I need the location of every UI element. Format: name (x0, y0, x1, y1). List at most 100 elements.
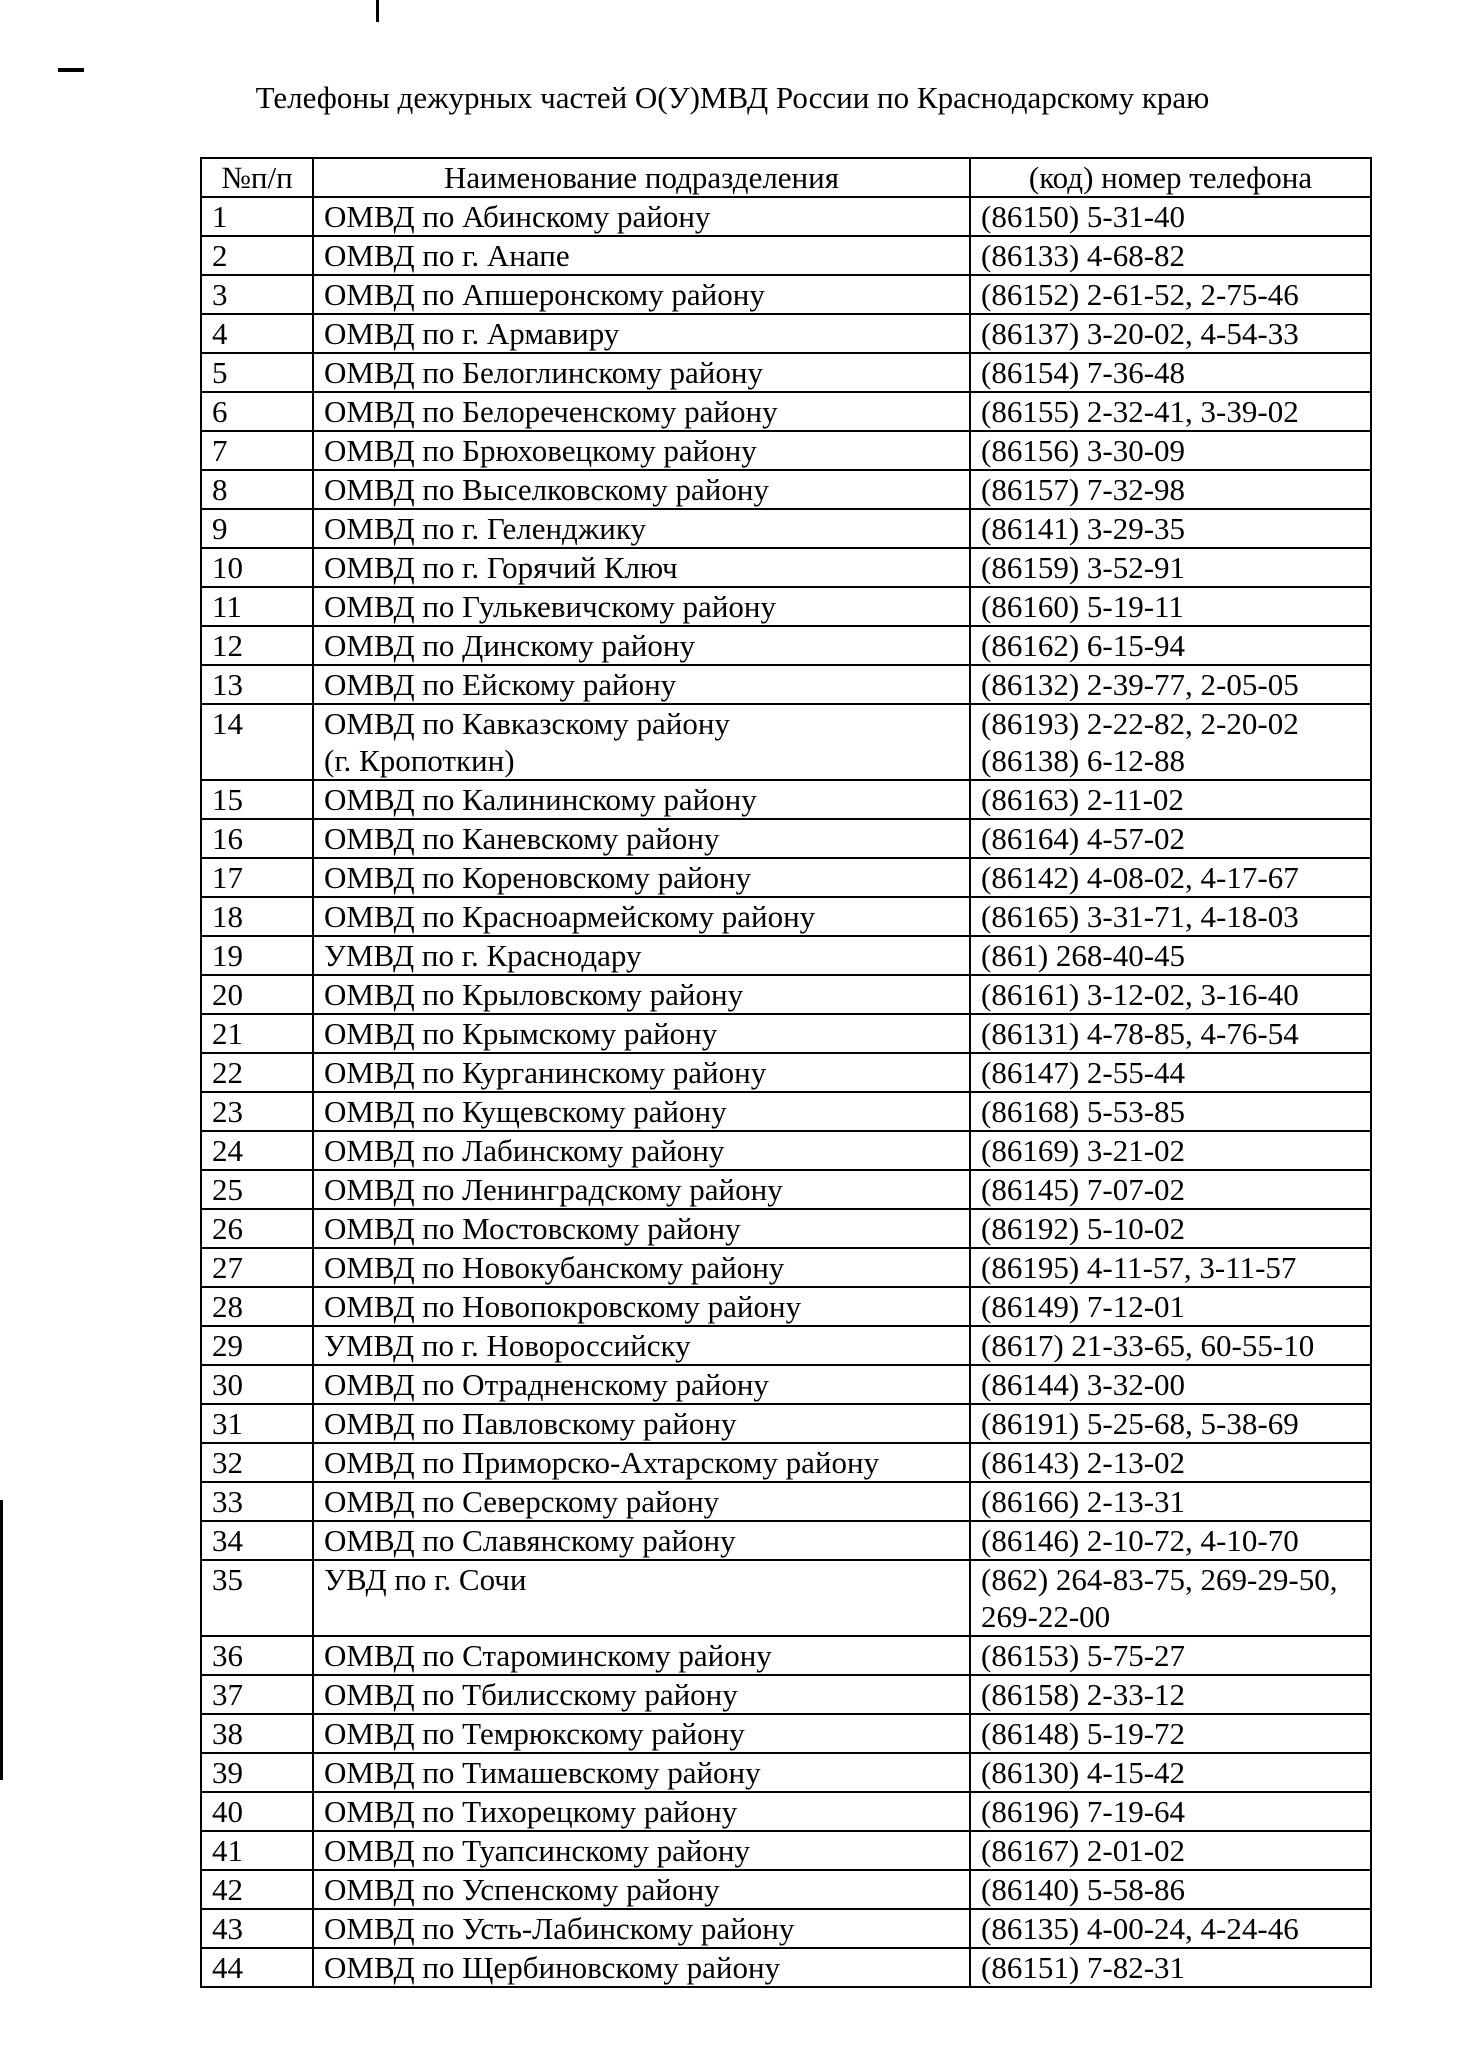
phone-number: (86168) 5-53-85 (969, 1091, 1372, 1132)
phone-number: (86166) 2-13-31 (969, 1481, 1372, 1522)
unit-name: ОМВД по Ейскому району (312, 664, 971, 705)
phone-number-line: 269-22-00 (981, 1599, 1111, 1634)
phone-number: (86160) 5-19-11 (969, 586, 1372, 627)
row-number-line: 17 (212, 860, 243, 895)
row-number-line: 19 (212, 938, 243, 973)
row-number: 19 (200, 935, 314, 976)
phone-number-line: (862) 264-83-75, 269-29-50, (981, 1562, 1338, 1597)
unit-name-line: ОМВД по Динскому району (324, 628, 695, 663)
unit-name-line: ОМВД по Ленинградскому району (324, 1172, 783, 1207)
row-number-line: 18 (212, 899, 243, 934)
unit-name-line: ОМВД по Белореченскому району (324, 394, 778, 429)
unit-name: ОМВД по Крыловскому району (312, 974, 971, 1015)
row-number: 10 (200, 547, 314, 588)
unit-name: ОМВД по Апшеронскому району (312, 274, 971, 315)
table-row: 26 ОМВД по Мостовскому району (86192) 5-10… (200, 1208, 1372, 1249)
unit-name: ОМВД по Усть-Лабинскому району (312, 1908, 971, 1949)
row-number: 3 (200, 274, 314, 315)
row-number-line: 34 (212, 1523, 243, 1558)
row-number-line: 39 (212, 1755, 243, 1790)
table-row: 41 ОМВД по Туапсинскому району (86167) 2-0… (200, 1830, 1372, 1871)
table-body: 1 ОМВД по Абинскому району (86150) 5-31-40… (200, 196, 1372, 1988)
table-row: 7 ОМВД по Брюховецкому району (86156) 3-30… (200, 430, 1372, 471)
unit-name: ОМВД по Новокубанскому району (312, 1247, 971, 1288)
unit-name-line: ОМВД по Выселковскому району (324, 472, 769, 507)
unit-name-line: ОМВД по Абинскому району (324, 199, 711, 234)
phone-number: (86169) 3-21-02 (969, 1130, 1372, 1171)
phone-number-line: (86164) 4-57-02 (981, 821, 1186, 856)
row-number: 33 (200, 1481, 314, 1522)
unit-name: ОМВД по Выселковскому району (312, 469, 971, 510)
table-row: 22 ОМВД по Курганинскому району (86147) 2-… (200, 1052, 1372, 1093)
unit-name: ОМВД по Щербиновскому району (312, 1947, 971, 1988)
row-number-line: 6 (212, 394, 228, 429)
row-number-line: 40 (212, 1794, 243, 1829)
phone-number-line: (86153) 5-75-27 (981, 1638, 1186, 1673)
table-row: 31 ОМВД по Павловскому району (86191) 5-25… (200, 1403, 1372, 1444)
phone-number: (86147) 2-55-44 (969, 1052, 1372, 1093)
phone-number-line: (86150) 5-31-40 (981, 199, 1186, 234)
unit-name: ОМВД по Кущевскому району (312, 1091, 971, 1132)
unit-name: ОМВД по Мостовскому району (312, 1208, 971, 1249)
phone-number-line: (86192) 5-10-02 (981, 1211, 1186, 1246)
unit-name-line: ОМВД по г. Геленджику (324, 511, 646, 546)
phone-number: (86142) 4-08-02, 4-17-67 (969, 857, 1372, 898)
unit-name-line: ОМВД по Новокубанскому району (324, 1250, 785, 1285)
phone-number-line: (8617) 21-33-65, 60-55-10 (981, 1328, 1315, 1363)
table-row: 12 ОМВД по Динскому району (86162) 6-15-94 (200, 625, 1372, 666)
row-number: 32 (200, 1442, 314, 1483)
row-number: 29 (200, 1325, 314, 1366)
phone-number: (86161) 3-12-02, 3-16-40 (969, 974, 1372, 1015)
table-row: 3 ОМВД по Апшеронскому району (86152) 2-61… (200, 274, 1372, 315)
phone-number: (86164) 4-57-02 (969, 818, 1372, 859)
table-row: 43 ОМВД по Усть-Лабинскому району (86135) … (200, 1908, 1372, 1949)
unit-name: ОМВД по г. Анапе (312, 235, 971, 276)
phone-number: (86151) 7-82-31 (969, 1947, 1372, 1988)
table-row: 1 ОМВД по Абинскому району (86150) 5-31-40 (200, 196, 1372, 237)
table-row: 24 ОМВД по Лабинскому району (86169) 3-21-… (200, 1130, 1372, 1171)
phone-number: (86135) 4-00-24, 4-24-46 (969, 1908, 1372, 1949)
table-row: 16 ОМВД по Каневскому району (86164) 4-57-… (200, 818, 1372, 859)
table-row: 10 ОМВД по г. Горячий Ключ (86159) 3-52-91 (200, 547, 1372, 588)
row-number-line: 3 (212, 277, 228, 312)
row-number: 16 (200, 818, 314, 859)
unit-name-line: ОМВД по Тимашевскому району (324, 1755, 761, 1790)
phone-number-line: (86146) 2-10-72, 4-10-70 (981, 1523, 1299, 1558)
unit-name-line: ОМВД по Павловскому району (324, 1406, 737, 1441)
phone-number-line: (86148) 5-19-72 (981, 1716, 1186, 1751)
unit-name-line: ОМВД по Темрюкскому району (324, 1716, 745, 1751)
unit-name-line: УМВД по г. Краснодару (324, 938, 642, 973)
unit-name: ОМВД по Тихорецкому району (312, 1791, 971, 1832)
row-number: 41 (200, 1830, 314, 1871)
row-number: 36 (200, 1635, 314, 1676)
unit-name-line: ОМВД по Белоглинскому району (324, 355, 763, 390)
table-row: 11 ОМВД по Гулькевичскому району (86160) 5… (200, 586, 1372, 627)
unit-name-line: ОМВД по Туапсинскому району (324, 1833, 751, 1868)
unit-name-line: ОМВД по Кавказскому району (324, 706, 730, 741)
unit-name-line: ОМВД по Кореновскому району (324, 860, 752, 895)
row-number: 44 (200, 1947, 314, 1988)
phone-number: (861) 268-40-45 (969, 935, 1372, 976)
row-number: 12 (200, 625, 314, 666)
unit-name-line: ОМВД по Приморско-Ахтарскому району (324, 1445, 880, 1480)
row-number: 26 (200, 1208, 314, 1249)
table-row: 40 ОМВД по Тихорецкому району (86196) 7-19… (200, 1791, 1372, 1832)
phone-number-line: (86133) 4-68-82 (981, 238, 1186, 273)
unit-name-line: ОМВД по Новопокровскому району (324, 1289, 802, 1324)
phone-number: (86143) 2-13-02 (969, 1442, 1372, 1483)
unit-name: ОМВД по Приморско-Ахтарскому району (312, 1442, 971, 1483)
row-number: 37 (200, 1674, 314, 1715)
phone-number: (86153) 5-75-27 (969, 1635, 1372, 1676)
phone-number: (86144) 3-32-00 (969, 1364, 1372, 1405)
unit-name-line: ОМВД по Крымскому району (324, 1016, 718, 1051)
table-row: 8 ОМВД по Выселковскому району (86157) 7-3… (200, 469, 1372, 510)
row-number-line: 36 (212, 1638, 243, 1673)
unit-name-line: ОМВД по Ейскому району (324, 667, 677, 702)
table-row: 9 ОМВД по г. Геленджику (86141) 3-29-35 (200, 508, 1372, 549)
phone-number-line: (86145) 7-07-02 (981, 1172, 1186, 1207)
table-row: 42 ОМВД по Успенскому району (86140) 5-58-… (200, 1869, 1372, 1910)
header-unit-name: Наименование подразделения (312, 157, 971, 198)
table-row: 39 ОМВД по Тимашевскому району (86130) 4-1… (200, 1752, 1372, 1793)
row-number: 30 (200, 1364, 314, 1405)
phone-number-line: (86151) 7-82-31 (981, 1950, 1186, 1985)
